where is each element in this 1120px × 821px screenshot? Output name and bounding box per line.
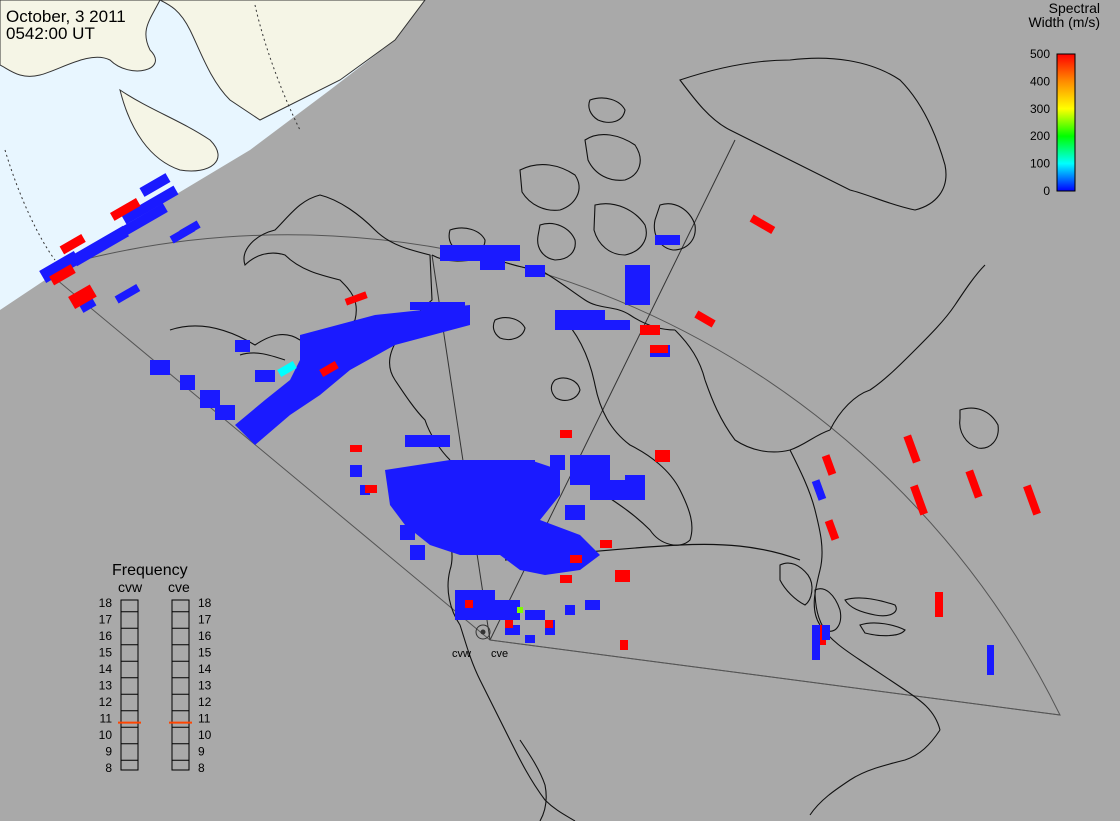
- frequency-panel: Frequency cvw cve 18 18 17 17 16 16 15 15 14 14 13…: [99, 562, 212, 775]
- daylight-dotted-line: [4, 149, 56, 261]
- colorbar-gradient: [1056, 53, 1076, 192]
- daylight-land-2: [119, 88, 219, 172]
- frequency-tick-left: 9: [105, 745, 112, 759]
- frequency-tick-right: 9: [198, 745, 205, 759]
- radar-west-label: cvw: [452, 648, 471, 660]
- scatter-group-east-blue: [811, 479, 994, 675]
- scatter-group-far-nw-red: [49, 198, 141, 310]
- colorbar-tick-label: 500: [1030, 47, 1050, 61]
- daylight-land: [0, 0, 161, 77]
- coastlines: [169, 57, 999, 821]
- frequency-tick-right: 10: [198, 728, 212, 742]
- frequency-tick-right: 13: [198, 679, 212, 693]
- colorbar-tick-label: 0: [1043, 184, 1050, 198]
- frequency-ticks: 18 18 17 17 16 16 15 15 14 14 13 13 12 12 11 11 10 10 9 9 8 8: [99, 596, 212, 775]
- colorbar-tick-label: 300: [1030, 102, 1050, 116]
- radar-site-marker: [475, 624, 491, 640]
- frequency-tick-left: 17: [99, 613, 113, 627]
- colorbar-title-line2: Width (m/s): [1028, 14, 1100, 30]
- frequency-tick-right: 16: [198, 629, 212, 643]
- scatter-group-near-red: [350, 430, 670, 583]
- frequency-right-label: cve: [168, 579, 190, 595]
- radar-east-label: cve: [491, 648, 508, 660]
- frequency-tick-left: 13: [99, 679, 113, 693]
- frequency-tick-right: 8: [198, 761, 205, 775]
- frequency-bar-cve: [171, 599, 190, 771]
- date-label: October, 3 2011: [6, 7, 126, 26]
- frequency-tick-right: 12: [198, 695, 212, 709]
- frequency-tick-right: 15: [198, 646, 212, 660]
- fov-outline: [43, 234, 1061, 716]
- scatter-green-patch: [517, 607, 523, 613]
- scatter-group-near: [350, 435, 645, 575]
- frequency-tick-right: 18: [198, 596, 212, 610]
- frequency-tick-left: 16: [99, 629, 113, 643]
- frequency-tick-right: 14: [198, 662, 212, 676]
- frequency-tick-right: 11: [198, 712, 211, 726]
- colorbar-tick-label: 400: [1030, 74, 1050, 88]
- frequency-tick-right: 17: [198, 613, 212, 627]
- radar-scatter: [39, 173, 1041, 675]
- colorbar: Spectral Width (m/s) 500 400 300 200 100 0: [1028, 0, 1100, 198]
- timestamp-header: October, 3 2011 0542:00 UT: [6, 8, 126, 42]
- frequency-tick-left: 8: [105, 761, 112, 775]
- daylight-dotted-line-2: [254, 4, 301, 131]
- colorbar-title-line1: Spectral: [1049, 0, 1100, 16]
- scatter-group-east: [818, 434, 1041, 645]
- frequency-tick-left: 18: [99, 596, 113, 610]
- radar-site-dot: [480, 629, 486, 635]
- frequency-title: Frequency: [112, 562, 188, 579]
- fov-east-lower-edge: [489, 639, 1061, 716]
- scatter-group-radar-site-red: [465, 600, 628, 650]
- time-label: 0542:00 UT: [6, 24, 95, 43]
- frequency-tick-left: 11: [100, 712, 113, 726]
- frequency-tick-left: 14: [99, 662, 113, 676]
- frequency-left-label: cvw: [118, 579, 143, 595]
- frequency-tick-left: 15: [99, 646, 113, 660]
- scatter-group-radar-site: [455, 590, 600, 643]
- frequency-tick-left: 10: [99, 728, 113, 742]
- frequency-bar-cvw: [120, 599, 139, 771]
- colorbar-tick-label: 200: [1030, 129, 1050, 143]
- scatter-group-far-nw: [39, 173, 196, 313]
- colorbar-ticks: 500 400 300 200 100 0: [1030, 47, 1050, 198]
- scatter-cyan-patch: [277, 361, 297, 377]
- colorbar-tick-label: 100: [1030, 157, 1050, 171]
- daylight-land-3: [159, 0, 426, 121]
- scatter-group-alaska-accent: [319, 214, 776, 377]
- frequency-tick-left: 12: [99, 695, 113, 709]
- scatter-group-alaska: [150, 220, 680, 445]
